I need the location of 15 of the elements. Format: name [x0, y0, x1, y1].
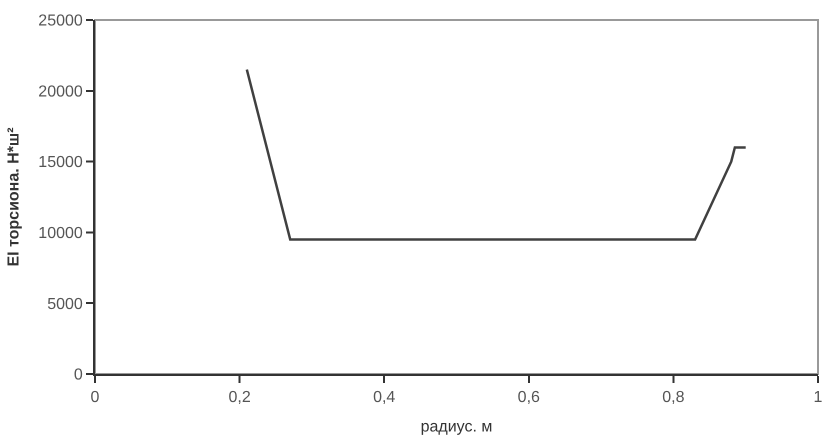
- y-tick-label: 20000: [38, 83, 83, 100]
- x-tick-label: 0,4: [373, 389, 396, 406]
- y-tick-label: 25000: [38, 12, 83, 30]
- x-axis-title: радиус. м: [420, 418, 492, 436]
- y-axis-title: EI торсиона. Н*ш²: [6, 127, 23, 267]
- x-tick-label: 0: [90, 389, 100, 406]
- x-tick-label: 0,2: [228, 389, 251, 406]
- x-tick-label: 1: [814, 389, 823, 406]
- y-tick-label: 10000: [38, 225, 83, 242]
- y-tick-label: 5000: [47, 296, 83, 313]
- line-series: [246, 68, 747, 241]
- y-tick-label: 15000: [38, 154, 83, 172]
- x-tick-label: 0,8: [662, 389, 685, 406]
- y-tick-label: 0: [74, 366, 83, 384]
- x-tick-label: 0,6: [518, 389, 540, 406]
